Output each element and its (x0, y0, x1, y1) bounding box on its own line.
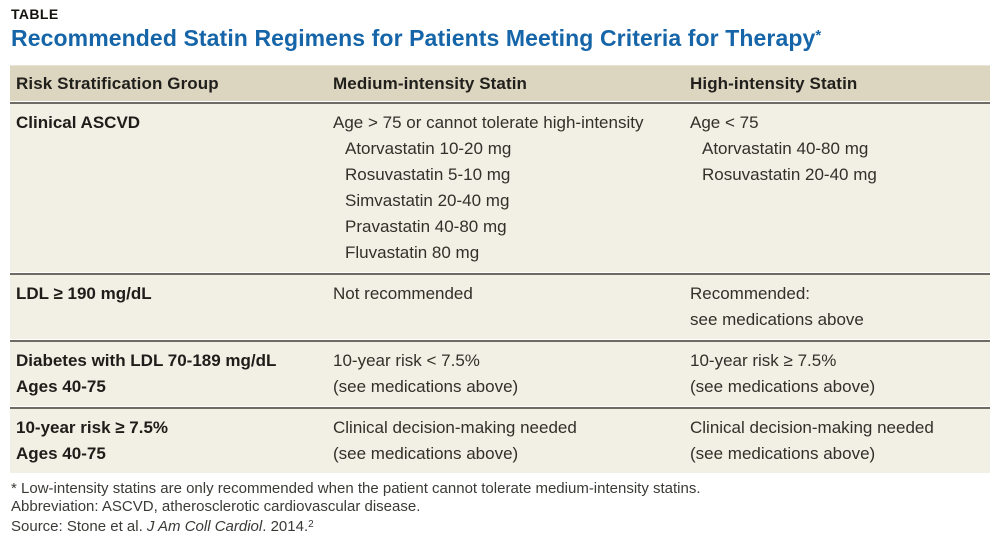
cell-line: (see medications above) (690, 444, 876, 463)
cell-medium-intensity: Not recommended (327, 281, 684, 333)
cell-line: Age > 75 or cannot tolerate high-intensi… (333, 113, 644, 132)
cell-line: Ages 40-75 (16, 377, 106, 396)
table-row-clinical-ascvd: Clinical ASCVD Age > 75 or cannot tolera… (10, 104, 990, 272)
cell-line: 10-year risk ≥ 7.5% (690, 351, 837, 370)
table-header-row: Risk Stratification Group Medium-intensi… (10, 65, 990, 101)
cell-line: Rosuvastatin 5-10 mg (345, 165, 511, 184)
cell-group: Clinical ASCVD (10, 110, 327, 266)
row-divider (10, 406, 990, 409)
row-divider (10, 339, 990, 342)
cell-line: (see medications above) (333, 377, 519, 396)
cell-medium-intensity: 10-year risk < 7.5% (see medications abo… (327, 348, 684, 400)
cell-line: Fluvastatin 80 mg (345, 243, 480, 262)
cell-line: Clinical decision-making needed (333, 418, 577, 437)
table-row-diabetes: Diabetes with LDL 70-189 mg/dL Ages 40-7… (10, 342, 990, 406)
cell-group: LDL ≥ 190 mg/dL (10, 281, 327, 333)
cell-line: (see medications above) (690, 377, 876, 396)
page-title-text: Recommended Statin Regimens for Patients… (11, 25, 816, 51)
footnotes: * Low-intensity statins are only recomme… (11, 480, 990, 536)
cell-line: Clinical decision-making needed (690, 418, 934, 437)
cell-line: Ages 40-75 (16, 444, 106, 463)
source-journal: J Am Coll Cardiol (146, 518, 263, 535)
cell-line: Atorvastatin 40-80 mg (702, 139, 869, 158)
row-divider (10, 272, 990, 275)
cell-line: Atorvastatin 10-20 mg (345, 139, 512, 158)
cell-medium-intensity: Clinical decision-making needed (see med… (327, 415, 684, 467)
page: TABLE Recommended Statin Regimens for Pa… (10, 6, 990, 536)
cell-high-intensity: 10-year risk ≥ 7.5% (see medications abo… (684, 348, 990, 400)
statin-table: Risk Stratification Group Medium-intensi… (10, 65, 990, 473)
source-prefix: Source: Stone et al. (11, 518, 147, 535)
footnote-abbreviation: Abbreviation: ASCVD, atherosclerotic car… (11, 498, 421, 515)
table-row-ldl-190: LDL ≥ 190 mg/dL Not recommended Recommen… (10, 275, 990, 339)
cell-high-intensity: Recommended: see medications above (684, 281, 990, 333)
cell-line: Clinical ASCVD (16, 113, 141, 132)
page-title: Recommended Statin Regimens for Patients… (11, 25, 990, 52)
cell-high-intensity: Age < 75 Atorvastatin 40-80 mg Rosuvasta… (684, 110, 990, 266)
cell-line: Simvastatin 20-40 mg (345, 191, 510, 210)
cell-line: LDL ≥ 190 mg/dL (16, 284, 152, 303)
cell-medium-intensity: Age > 75 or cannot tolerate high-intensi… (327, 110, 684, 266)
cell-line: 10-year risk ≥ 7.5% (16, 418, 169, 437)
column-header-high-intensity: High-intensity Statin (690, 73, 858, 93)
title-asterisk: * (815, 27, 822, 44)
table-row-10yr-risk: 10-year risk ≥ 7.5% Ages 40-75 Clinical … (10, 409, 990, 473)
source-suffix: . 2014. (262, 518, 309, 535)
source-superscript: 2 (308, 519, 314, 530)
cell-line: see medications above (690, 310, 864, 329)
cell-group: Diabetes with LDL 70-189 mg/dL Ages 40-7… (10, 348, 327, 400)
cell-line: 10-year risk < 7.5% (333, 351, 480, 370)
column-header-medium-intensity: Medium-intensity Statin (333, 73, 528, 93)
footnote-source: Source: Stone et al. J Am Coll Cardiol. … (11, 516, 990, 536)
column-header-risk-group: Risk Stratification Group (16, 73, 219, 93)
cell-line: Age < 75 (690, 113, 759, 132)
cell-high-intensity: Clinical decision-making needed (see med… (684, 415, 990, 467)
cell-line: Rosuvastatin 20-40 mg (702, 165, 877, 184)
cell-line: Not recommended (333, 284, 473, 303)
cell-line: (see medications above) (333, 444, 519, 463)
cell-line: Recommended: (690, 284, 811, 303)
cell-line: Pravastatin 40-80 mg (345, 217, 507, 236)
table-kicker: TABLE (11, 6, 59, 22)
footnote-asterisk: * Low-intensity statins are only recomme… (11, 480, 701, 497)
cell-group: 10-year risk ≥ 7.5% Ages 40-75 (10, 415, 327, 467)
header-divider (10, 101, 990, 104)
cell-line: Diabetes with LDL 70-189 mg/dL (16, 351, 277, 370)
